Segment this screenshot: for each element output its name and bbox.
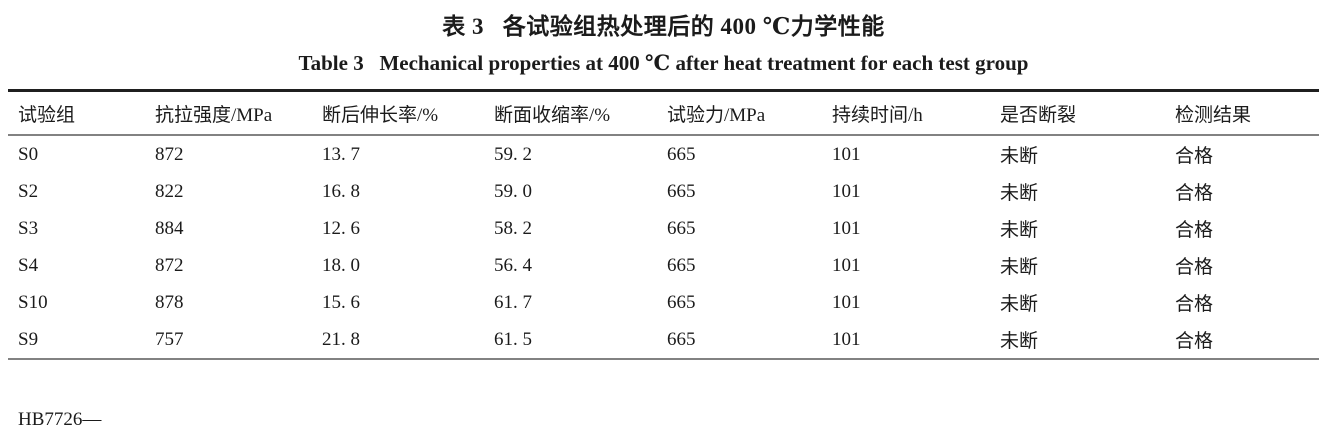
table-cell: 未断	[1000, 294, 1039, 315]
table-cell: 合格	[1175, 294, 1214, 315]
table-cell: 822	[155, 180, 184, 202]
table-cell: 未断	[1000, 220, 1039, 241]
table-cell: 21. 8	[322, 328, 360, 350]
table-cell: 61. 5	[494, 328, 532, 350]
table-cell: 665	[667, 180, 696, 202]
table-caption-english: Table 3 Mechanical properties at 400 ℃ a…	[298, 51, 1029, 75]
table-cell: S2	[18, 180, 39, 202]
table-cell: 872	[155, 143, 184, 165]
table-cell: 61. 7	[494, 291, 532, 313]
table-cell: —	[1000, 358, 1175, 445]
table-cell: —	[1175, 358, 1319, 445]
table-cell: 665	[667, 328, 696, 350]
column-header-tensile-strength: 抗拉强度/MPa	[155, 90, 322, 136]
table-cell: ≥100	[832, 358, 1000, 445]
table-cell: 未断	[1000, 183, 1039, 204]
table-cell: 未断	[1000, 257, 1039, 278]
table-cell: 665	[667, 217, 696, 239]
table-cell: 101	[832, 254, 861, 276]
table-row: S3 884 12. 6 58. 2 665 101 未断 合格	[8, 210, 1319, 247]
table-cell: 56. 4	[494, 254, 532, 276]
table-cell: S4	[18, 254, 39, 276]
table-cell: 12. 6	[322, 217, 360, 239]
table-cell: 101	[832, 143, 861, 165]
table-cell: S0	[18, 143, 39, 165]
table-cell: 未断	[1000, 331, 1039, 352]
column-header-elongation: 断后伸长率/%	[322, 90, 494, 136]
table-cell: 合格	[1175, 331, 1214, 352]
table-row: S0 872 13. 7 59. 2 665 101 未断 合格	[8, 135, 1319, 173]
table-cell: 872	[155, 254, 184, 276]
table-cell: 合格	[1175, 183, 1214, 204]
column-header-reduction-of-area: 断面收缩率/%	[494, 90, 667, 136]
table-cell: 58. 2	[494, 217, 532, 239]
table-cell: 合格	[1175, 220, 1214, 241]
table-cell: 101	[832, 328, 861, 350]
mechanical-properties-table: 试验组 抗拉强度/MPa 断后伸长率/% 断面收缩率/% 试验力/MPa 持续时…	[8, 89, 1319, 445]
table-cell: 未断	[1000, 146, 1039, 167]
table-cell: 18. 0	[322, 254, 360, 276]
table-row: S4 872 18. 0 56. 4 665 101 未断 合格	[8, 247, 1319, 284]
table-cell: ≥735	[155, 358, 322, 445]
column-header-fracture-status: 是否断裂	[1000, 90, 1175, 136]
column-header-test-force: 试验力/MPa	[667, 90, 832, 136]
table-cell: S10	[18, 291, 48, 313]
table-row: S9 757 21. 8 61. 5 665 101 未断 合格	[8, 321, 1319, 359]
header-row: 试验组 抗拉强度/MPa 断后伸长率/% 断面收缩率/% 试验力/MPa 持续时…	[8, 90, 1319, 136]
table-cell: 665	[667, 358, 832, 445]
column-header-duration: 持续时间/h	[832, 90, 1000, 136]
table-cell: S9	[18, 328, 39, 350]
table-row: S2 822 16. 8 59. 0 665 101 未断 合格	[8, 173, 1319, 210]
table-cell: 665	[667, 291, 696, 313]
table-cell: 878	[155, 291, 184, 313]
table-cell: 101	[832, 291, 861, 313]
column-header-test-group: 试验组	[8, 90, 155, 136]
table-cell: 59. 2	[494, 143, 532, 165]
table-cell: 884	[155, 217, 184, 239]
table-row: S10 878 15. 6 61. 7 665 101 未断 合格	[8, 284, 1319, 321]
table-caption-chinese: 表 3 各试验组热处理后的 400 ℃力学性能	[442, 14, 885, 39]
table-cell: 15. 6	[322, 291, 360, 313]
table-cell: 665	[667, 143, 696, 165]
requirement-label-line1: HB7726—	[18, 409, 102, 430]
table-cell: 合格	[1175, 146, 1214, 167]
table-cell: S3	[18, 217, 39, 239]
table-cell: ≥38	[494, 358, 667, 445]
table-cell: 59. 0	[494, 180, 532, 202]
table-cell: 合格	[1175, 257, 1214, 278]
table-cell: 757	[155, 328, 184, 350]
requirement-row: HB7726— 2002 要求 ≥735 ≥12 ≥38 665 ≥100 — …	[8, 358, 1319, 445]
table-cell: 101	[832, 180, 861, 202]
table-cell: 13. 7	[322, 143, 360, 165]
table-cell: 101	[832, 217, 861, 239]
table-cell: 16. 8	[322, 180, 360, 202]
table-cell: ≥12	[322, 358, 494, 445]
column-header-inspection-result: 检测结果	[1175, 90, 1319, 136]
table-cell: 665	[667, 254, 696, 276]
requirement-label: HB7726— 2002 要求	[8, 358, 155, 445]
